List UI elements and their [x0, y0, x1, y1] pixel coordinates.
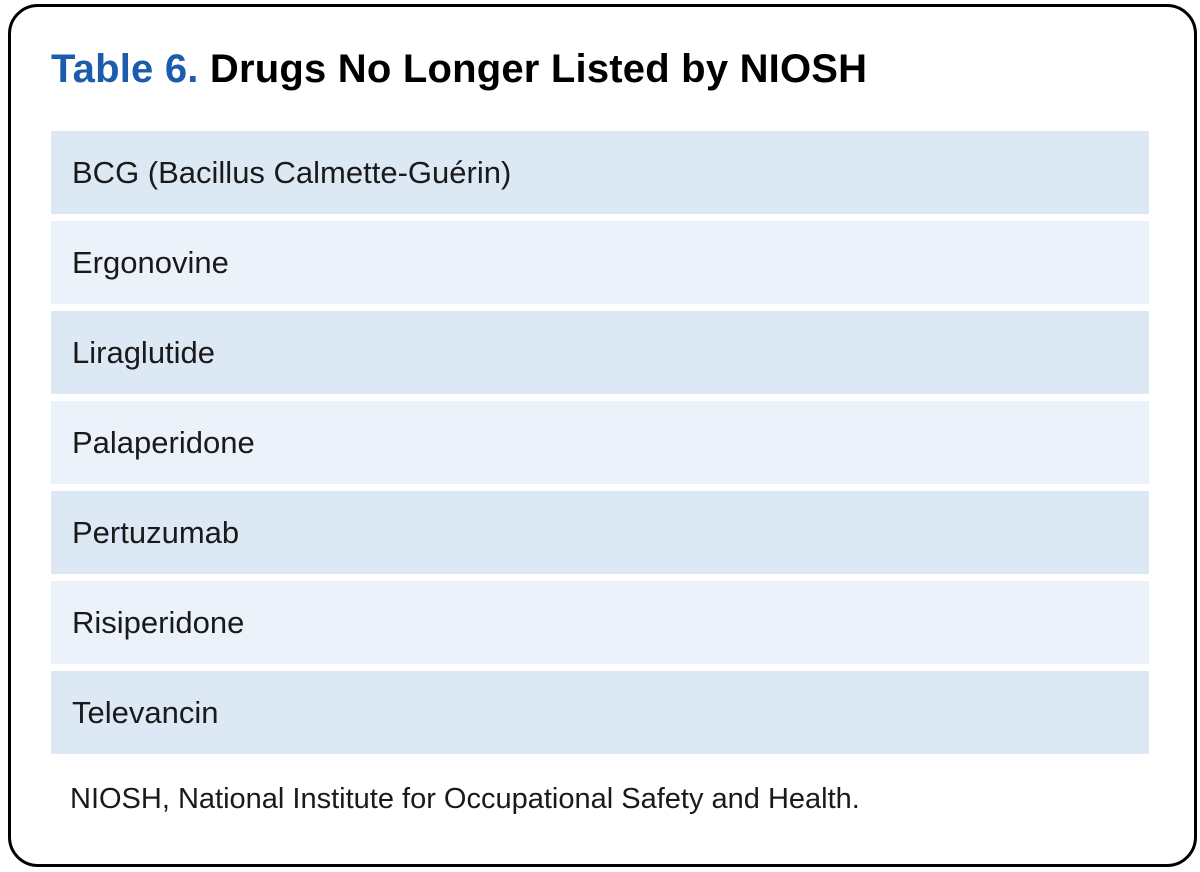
- drug-name: Televancin: [72, 695, 219, 730]
- footnote: NIOSH, National Institute for Occupation…: [70, 783, 860, 815]
- table-row: Televancin: [51, 671, 1149, 754]
- drug-name: Liraglutide: [72, 335, 216, 370]
- table-row: Liraglutide: [51, 311, 1149, 394]
- drug-name: Ergonovine: [72, 245, 229, 280]
- drug-table: BCG (Bacillus Calmette-Guérin) Ergonovin…: [51, 131, 1149, 761]
- table-number-label: Table 6.: [51, 47, 199, 91]
- table-row: Palaperidone: [51, 401, 1149, 484]
- table-card: Table 6. Drugs No Longer Listed by NIOSH…: [8, 4, 1197, 867]
- drug-name: Palaperidone: [72, 425, 255, 460]
- table-row: BCG (Bacillus Calmette-Guérin): [51, 131, 1149, 214]
- drug-name: Risiperidone: [72, 605, 245, 640]
- table-title-text: Drugs No Longer Listed by NIOSH: [209, 47, 868, 91]
- drug-name: Pertuzumab: [72, 515, 240, 550]
- table-row: Risiperidone: [51, 581, 1149, 664]
- drug-name: BCG (Bacillus Calmette-Guérin): [72, 155, 512, 190]
- table-row: Ergonovine: [51, 221, 1149, 304]
- table-title: Table 6. Drugs No Longer Listed by NIOSH: [51, 47, 867, 92]
- table-row: Pertuzumab: [51, 491, 1149, 574]
